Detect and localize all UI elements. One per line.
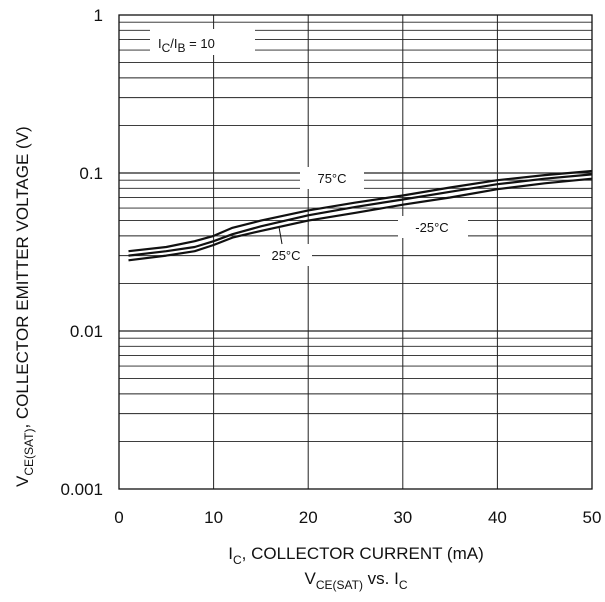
x-axis-title: IC, COLLECTOR CURRENT (mA) bbox=[228, 544, 484, 567]
y-tick-label: 1 bbox=[94, 6, 103, 25]
condition-label: IC/IB = 10 bbox=[158, 36, 215, 55]
y-tick-label: 0.01 bbox=[70, 322, 103, 341]
condition-annotation: IC/IB = 10 bbox=[150, 29, 255, 55]
y-tick-label: 0.001 bbox=[60, 480, 103, 499]
series-line-1 bbox=[128, 173, 593, 257]
x-tick-label: 50 bbox=[583, 508, 602, 527]
tick-labels: 0 10 20 30 40 50 0.001 0.01 0.1 1 bbox=[60, 6, 601, 527]
series-line-0 bbox=[128, 169, 593, 253]
chart-caption: VCE(SAT) vs. IC bbox=[304, 569, 407, 592]
series-label-neg25-text: -25°C bbox=[415, 220, 448, 235]
y-axis-title: VCE(SAT), COLLECTOR EMITTER VOLTAGE (V) bbox=[13, 126, 36, 487]
x-tick-label: 40 bbox=[488, 508, 507, 527]
series-label-25-text: 25°C bbox=[271, 248, 300, 263]
series-label-neg25: -25°C bbox=[398, 216, 468, 238]
x-tick-label: 20 bbox=[299, 508, 318, 527]
series-line-2 bbox=[128, 177, 593, 262]
series-label-25: 25°C bbox=[260, 226, 312, 266]
series-lines bbox=[128, 169, 593, 262]
x-tick-label: 0 bbox=[114, 508, 123, 527]
y-tick-label: 0.1 bbox=[79, 164, 103, 183]
series-label-75: 75°C bbox=[300, 167, 364, 189]
series-label-75-text: 75°C bbox=[317, 171, 346, 186]
x-tick-label: 10 bbox=[204, 508, 223, 527]
x-tick-label: 30 bbox=[393, 508, 412, 527]
plot-frame bbox=[118, 14, 593, 490]
grid bbox=[119, 15, 592, 489]
